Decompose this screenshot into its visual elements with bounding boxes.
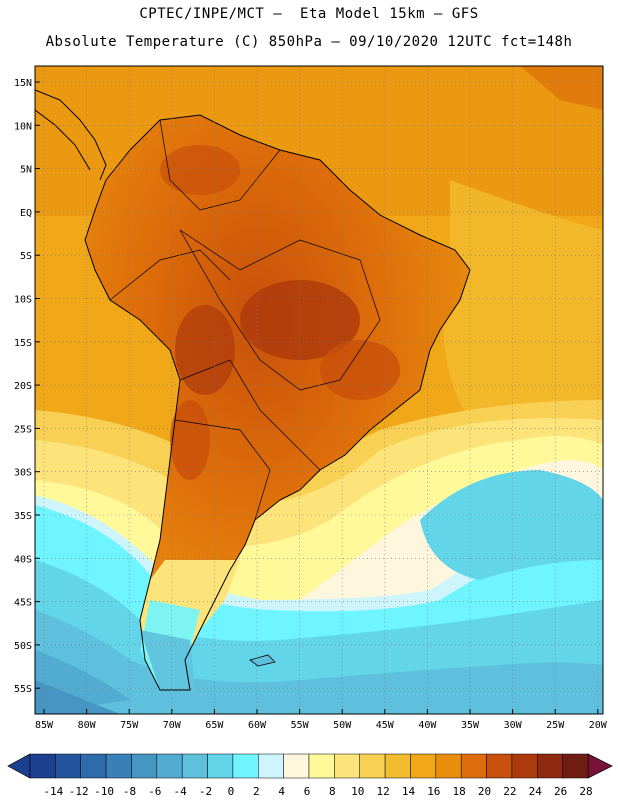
colorbar-label: -4 [174,785,188,798]
colorbar-label: 2 [253,785,260,798]
longitude-label: 55W [291,720,310,731]
latitude-label: 35S [14,511,32,522]
latitude-label: 45S [14,598,32,609]
latitude-label: 20S [14,381,32,392]
longitude-label: 85W [35,720,54,731]
longitude-label: 40W [418,720,437,731]
colorbar-label: 6 [304,785,311,798]
colorbar-swatch [80,753,107,779]
longitude-labels: 85W 80W 75W 70W 65W 60W 55W 50W 45W 40W 35W 30W 25W 2… [35,709,608,731]
chart-title-line-2: Absolute Temperature (C) 850hPa – 09/10/… [45,34,573,50]
colorbar-swatch [29,753,56,779]
longitude-label: 25W [546,720,565,731]
colorbar-label: 10 [351,785,364,798]
colorbar-swatch [435,753,462,779]
colorbar-label: 26 [554,785,567,798]
colorbar-swatch [105,753,132,779]
colorbar-label: -6 [148,785,161,798]
latitude-label: 55S [14,684,32,695]
colorbar-label: -8 [123,785,136,798]
south-america-land [85,115,470,690]
latitude-labels: 15N 10N 5N EQ 5S 10S 15S 20S 25S 30S 35S 40S 45S 50S 5… [14,78,40,695]
latitude-label: 5N [20,165,32,176]
colorbar-swatch [384,753,411,779]
longitude-label: 60W [248,720,267,731]
colorbar-swatch [511,753,538,779]
longitude-label: 50W [333,720,352,731]
colorbar-label: 0 [228,785,235,798]
colorbar-label: 16 [427,785,440,798]
longitude-label: 35W [461,720,480,731]
latitude-label: 30S [14,468,32,479]
colorbar-swatch [232,753,259,779]
colorbar-label: -14 [43,785,63,798]
colorbar: -14 -12 -10 -8 -6 -4 -2 0 2 4 6 8 10 12 14 16 18 20 22 24 26… [7,753,613,798]
colorbar-swatch [258,753,284,779]
colorbar-under-arrow [7,753,31,779]
longitude-label: 80W [78,720,97,731]
colorbar-swatch [359,753,386,779]
colorbar-label: 18 [453,785,466,798]
longitude-label: 20W [589,720,608,731]
colorbar-swatch [283,753,310,779]
colorbar-swatch [55,753,81,779]
longitude-label: 65W [205,720,224,731]
colorbar-swatch [334,753,360,779]
colorbar-label: -12 [69,785,89,798]
latitude-label: 10S [14,295,32,306]
colorbar-label: 8 [329,785,336,798]
latitude-label: 15S [14,338,32,349]
colorbar-label: 14 [402,785,416,798]
map-grid [35,66,603,714]
longitude-label: 45W [376,720,395,731]
colorbar-label: 4 [278,785,285,798]
latitude-label: 40S [14,554,32,565]
colorbar-swatch [181,753,208,779]
longitude-label: 75W [120,720,139,731]
latitude-label: 15N [14,78,32,89]
colorbar-swatch [207,753,234,779]
colorbar-label: 20 [478,785,491,798]
latitude-label: 10N [14,121,32,132]
chart-title-line-1: CPTEC/INPE/MCT – Eta Model 15km – GFS [139,6,479,22]
map-frame [34,65,604,715]
colorbar-label: 28 [579,785,592,798]
colorbar-swatch [537,753,563,779]
colorbar-swatch [131,753,158,779]
colorbar-over-arrow [587,753,613,779]
latitude-label: 50S [14,641,32,652]
latitude-label: 25S [14,424,32,435]
latitude-label: EQ [20,208,32,219]
colorbar-label: -10 [94,785,114,798]
colorbar-swatch [156,753,183,779]
colorbar-swatch [562,753,589,779]
colorbar-label: 22 [503,785,516,798]
temperature-field [35,66,603,714]
longitude-label: 70W [163,720,182,731]
colorbar-swatch [486,753,513,779]
colorbar-label: 12 [376,785,389,798]
colorbar-swatch [410,753,437,779]
colorbar-swatch [308,753,335,779]
colorbar-label: -2 [199,785,212,798]
colorbar-label: 24 [529,785,543,798]
colorbar-swatch [460,753,487,779]
latitude-label: 5S [20,251,32,262]
longitude-label: 30W [504,720,523,731]
